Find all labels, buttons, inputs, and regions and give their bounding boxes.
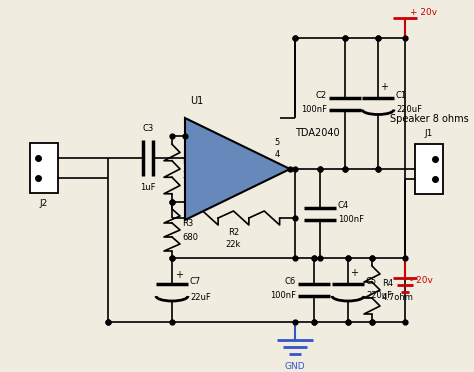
Text: 100nF: 100nF [338,215,364,224]
Polygon shape [185,118,290,220]
Text: 4.7ohm: 4.7ohm [382,292,414,301]
Text: U1: U1 [190,96,203,106]
Text: 100nF: 100nF [270,292,296,301]
Bar [30,143,58,193]
Text: 1uF: 1uF [140,183,156,192]
Text: 680: 680 [182,232,198,241]
Text: J2: J2 [40,199,48,208]
Text: 1: 1 [420,154,425,164]
Text: GND: GND [285,362,305,371]
Text: 3: 3 [195,170,201,179]
Text: C2: C2 [316,91,327,100]
Text: C4: C4 [338,201,349,210]
Text: 2: 2 [46,173,51,183]
Text: Speaker 8 ohms: Speaker 8 ohms [390,114,468,124]
Text: 2: 2 [420,174,425,183]
Text: 22uF: 22uF [190,294,211,302]
Text: R4: R4 [382,279,393,288]
Text: 22k: 22k [226,240,241,249]
Text: C5: C5 [366,278,377,286]
Text: 4: 4 [275,150,280,159]
Text: R3: R3 [182,218,193,228]
Text: +: + [350,268,358,278]
Text: 220uF: 220uF [366,292,392,301]
Text: 2: 2 [195,199,200,208]
Bar [415,144,443,194]
Text: - 20v: - 20v [410,276,433,285]
Text: 100nF: 100nF [301,105,327,114]
Text: 220uF: 220uF [396,105,422,114]
Text: C7: C7 [190,278,201,286]
Text: +: + [175,270,183,280]
Text: 1: 1 [195,130,200,139]
Text: 1: 1 [46,154,51,163]
Text: R2: R2 [228,228,239,237]
Text: +: + [380,81,388,92]
Text: C6: C6 [285,278,296,286]
Text: C1: C1 [396,91,407,100]
Text: 5: 5 [275,138,280,147]
Text: + 20v: + 20v [410,8,437,17]
Text: J1: J1 [425,129,433,138]
Text: R1: R1 [182,157,193,167]
Text: TDA2040: TDA2040 [295,128,340,138]
Text: C3: C3 [142,124,154,133]
Text: 22k: 22k [182,171,197,180]
